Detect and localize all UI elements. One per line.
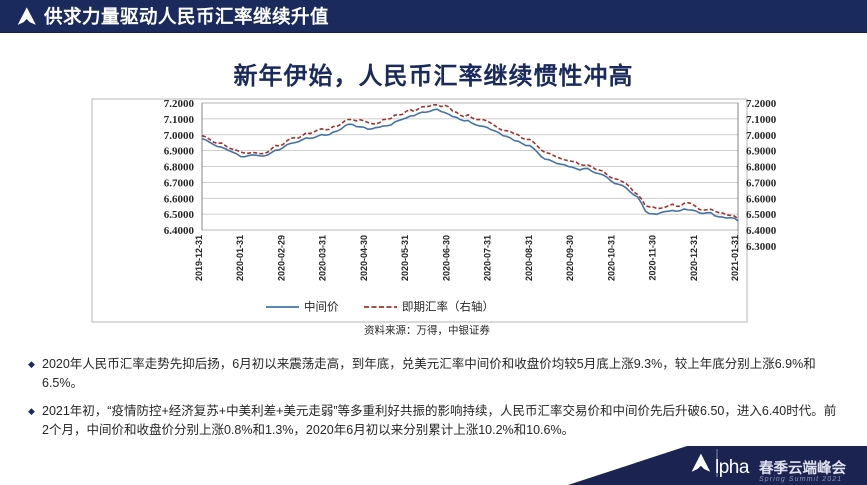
svg-text:6.8000: 6.8000 — [164, 162, 195, 174]
svg-text:7.0000: 7.0000 — [746, 130, 777, 142]
svg-text:6.9000: 6.9000 — [164, 146, 195, 158]
svg-text:6.7000: 6.7000 — [746, 177, 777, 189]
svg-text:6.5000: 6.5000 — [164, 209, 195, 221]
svg-text:7.1000: 7.1000 — [746, 114, 777, 126]
svg-text:6.4000: 6.4000 — [164, 225, 195, 237]
svg-text:6.3000: 6.3000 — [746, 241, 777, 253]
svg-text:7.1000: 7.1000 — [164, 114, 195, 126]
svg-text:2020-06-30: 2020-06-30 — [441, 235, 451, 281]
svg-text:2020-03-31: 2020-03-31 — [318, 235, 328, 281]
svg-text:6.4000: 6.4000 — [746, 225, 777, 237]
svg-text:春季云端峰会: 春季云端峰会 — [759, 459, 846, 477]
svg-text:6.9000: 6.9000 — [746, 146, 777, 158]
svg-text:2020-02-29: 2020-02-29 — [276, 235, 286, 281]
svg-text:即期汇率（右轴）: 即期汇率（右轴） — [402, 300, 494, 314]
svg-text:6.8000: 6.8000 — [746, 162, 777, 174]
svg-text:7.2000: 7.2000 — [164, 98, 195, 110]
svg-text:2020-05-31: 2020-05-31 — [400, 235, 410, 281]
svg-text:2020-11-30: 2020-11-30 — [648, 235, 658, 281]
svg-text:2019-12-31: 2019-12-31 — [194, 235, 204, 281]
svg-text:2020-09-30: 2020-09-30 — [565, 235, 575, 281]
svg-text:lpha: lpha — [715, 457, 750, 478]
svg-text:6.7000: 6.7000 — [164, 177, 195, 189]
svg-text:Spring Summit 2021: Spring Summit 2021 — [759, 476, 842, 483]
svg-text:7.0000: 7.0000 — [164, 130, 195, 142]
svg-text:6.6000: 6.6000 — [164, 193, 195, 205]
svg-text:2020-01-31: 2020-01-31 — [235, 235, 245, 281]
svg-text:2020-07-31: 2020-07-31 — [483, 235, 493, 281]
svg-text:6.5000: 6.5000 — [746, 209, 777, 221]
svg-text:中间价: 中间价 — [304, 301, 339, 314]
svg-text:2020-12-31: 2020-12-31 — [689, 235, 699, 281]
svg-text:2021-01-31: 2021-01-31 — [730, 235, 740, 281]
svg-text:6.6000: 6.6000 — [746, 193, 777, 205]
svg-text:2020-04-30: 2020-04-30 — [359, 235, 369, 281]
svg-text:2020-08-31: 2020-08-31 — [524, 235, 534, 281]
svg-text:7.2000: 7.2000 — [746, 98, 777, 110]
svg-text:2020-10-31: 2020-10-31 — [606, 235, 616, 281]
svg-text:资料来源：万得，中银证券: 资料来源：万得，中银证券 — [364, 324, 490, 337]
